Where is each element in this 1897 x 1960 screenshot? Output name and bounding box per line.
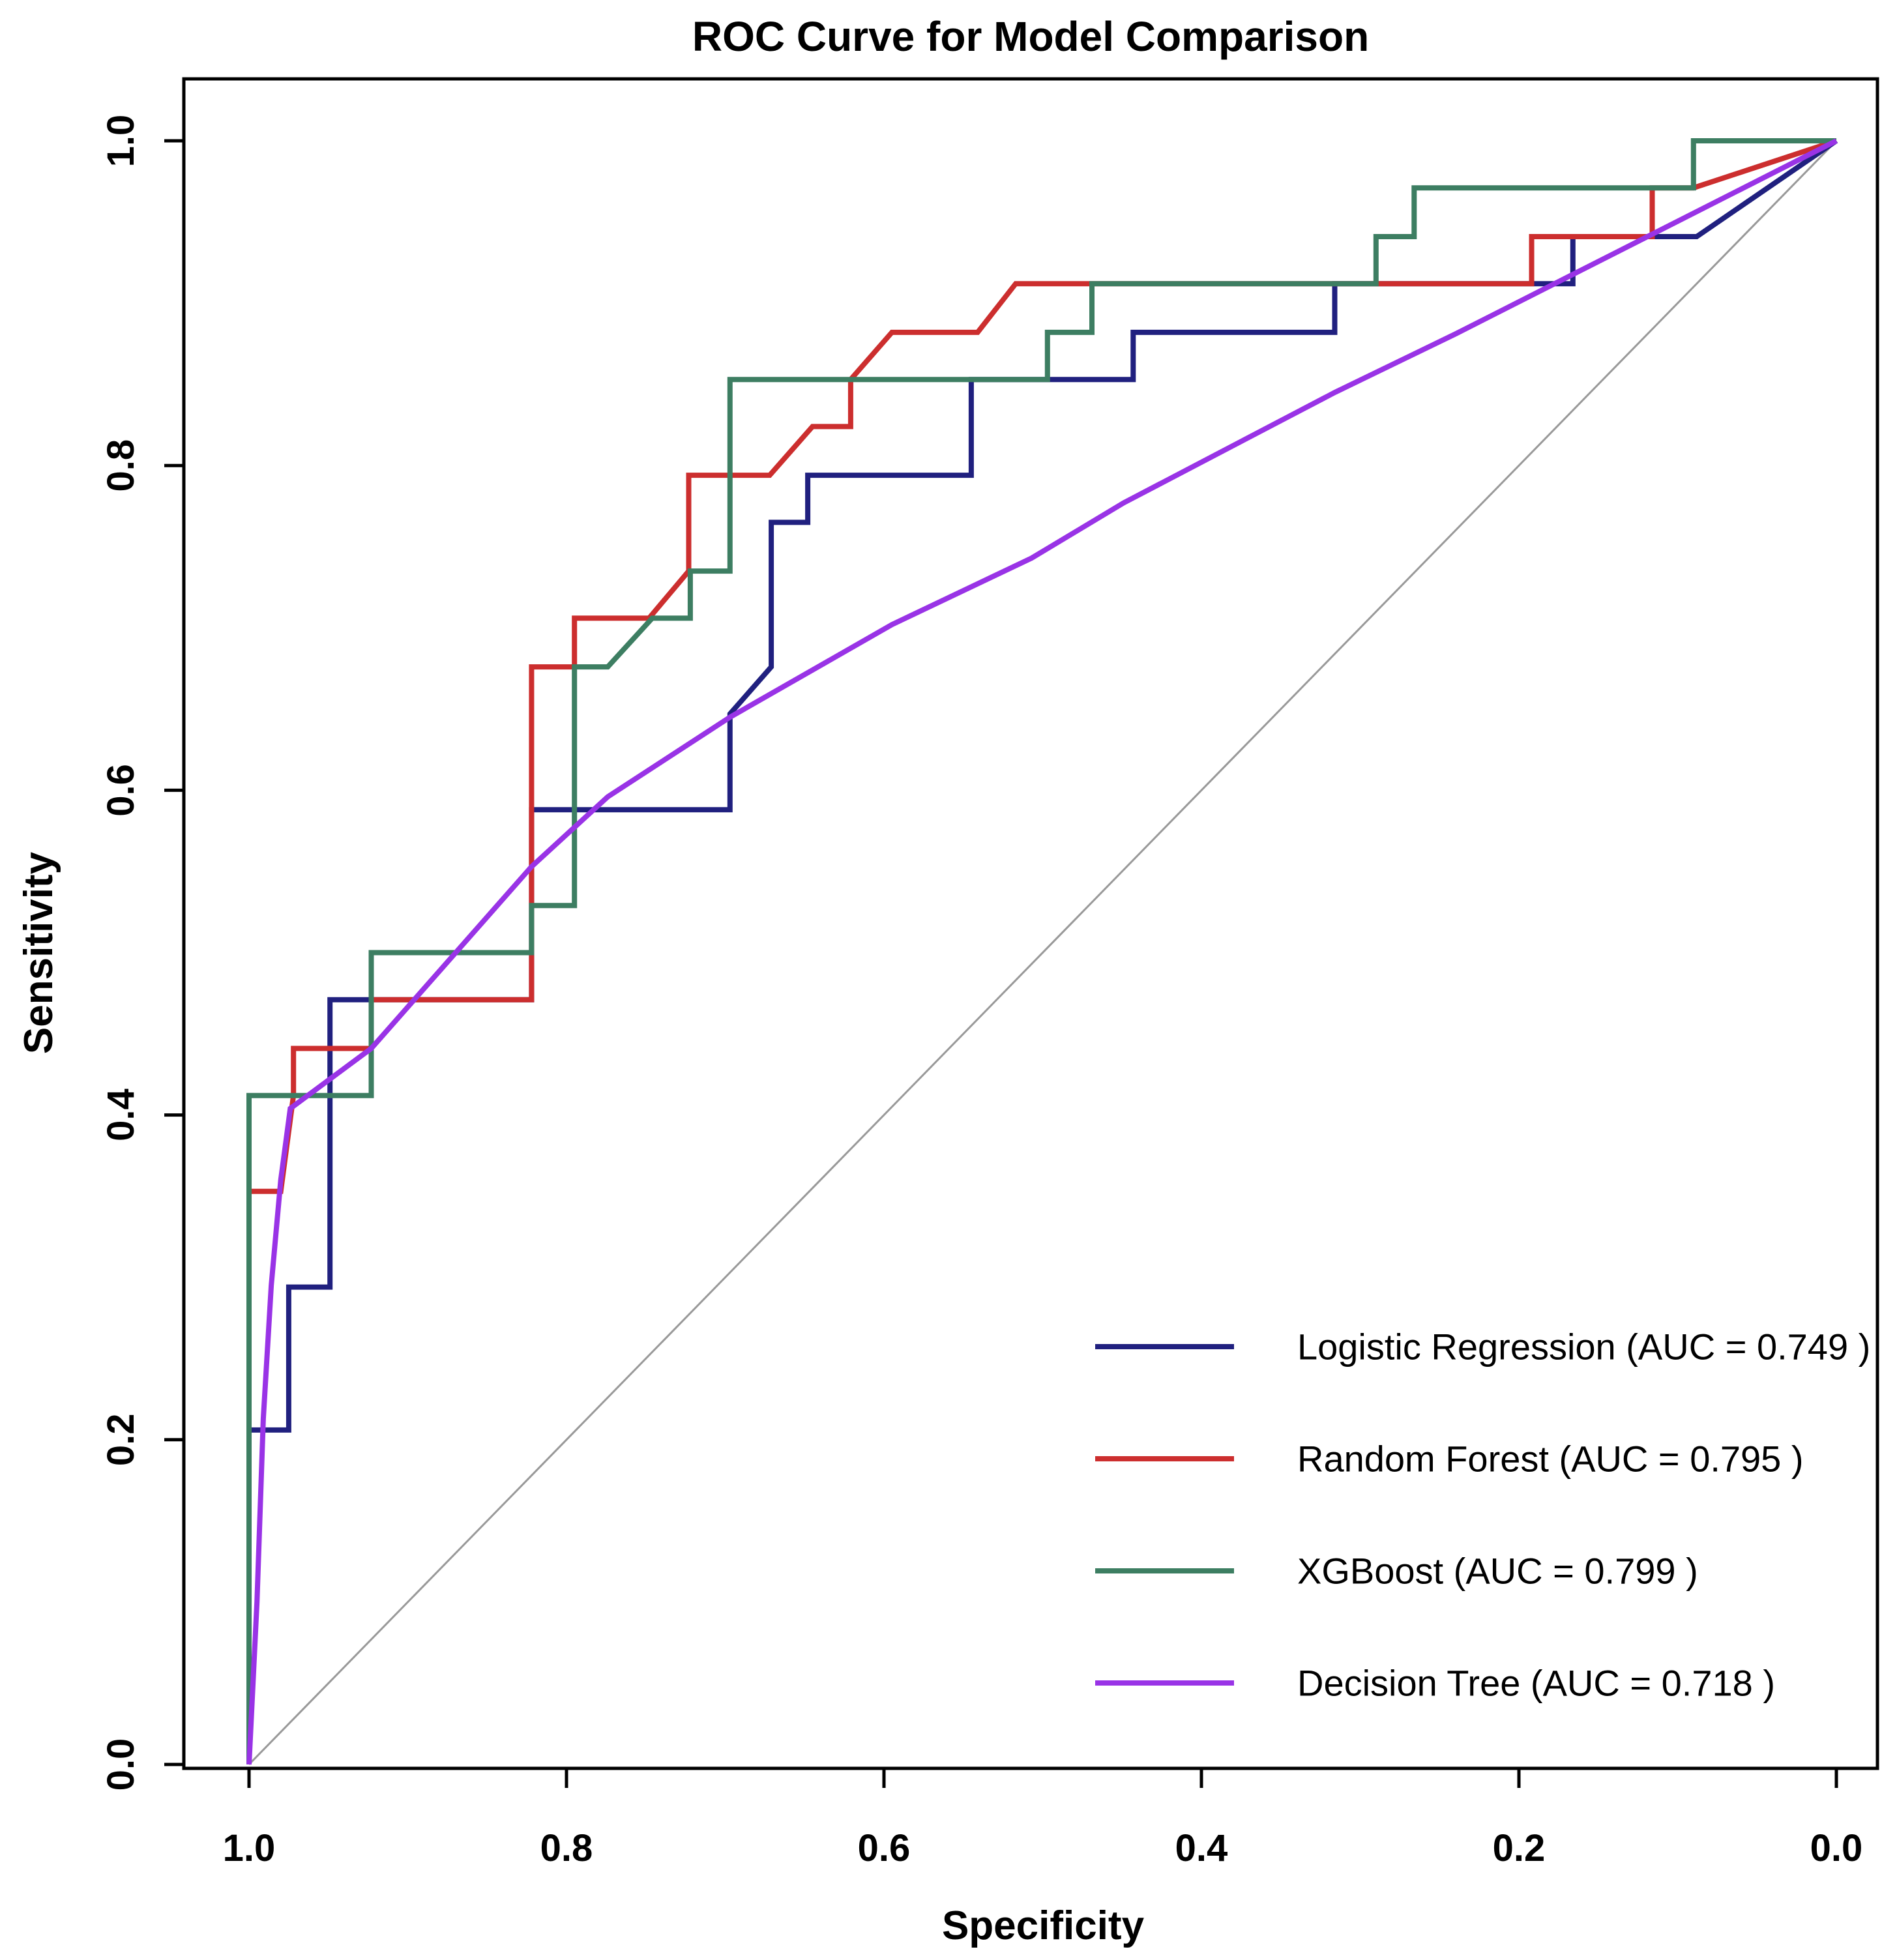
y-axis: 0.0 0.2 0.4 0.6 0.8 1.0 xyxy=(100,115,184,1791)
x-tick-label: 0.2 xyxy=(1493,1827,1546,1869)
x-tick-label: 0.8 xyxy=(540,1827,593,1869)
legend-label: Random Forest (AUC = 0.795 ) xyxy=(1297,1439,1804,1480)
y-tick-label: 0.8 xyxy=(100,439,142,492)
x-axis-title: Specificity xyxy=(942,1903,1145,1948)
x-tick-label: 0.0 xyxy=(1810,1827,1863,1869)
chance-diagonal xyxy=(248,139,1838,1766)
page-title: ROC Curve for Model Comparison xyxy=(692,13,1369,60)
legend-item: XGBoost (AUC = 0.799 ) xyxy=(1095,1551,1698,1592)
legend-item: Logistic Regression (AUC = 0.749 ) xyxy=(1095,1326,1870,1368)
x-tick-label: 0.4 xyxy=(1175,1827,1228,1869)
y-tick-label: 0.4 xyxy=(100,1089,142,1141)
legend-item: Decision Tree (AUC = 0.718 ) xyxy=(1095,1663,1775,1704)
roc-curve-decision-tree xyxy=(246,138,1838,1765)
plot-border xyxy=(182,77,1879,1770)
y-tick-label: 1.0 xyxy=(100,115,142,168)
roc-curve-xgboost xyxy=(246,138,1836,1764)
legend-item: Random Forest (AUC = 0.795 ) xyxy=(1095,1439,1804,1480)
chance-diagonal-group xyxy=(248,139,1838,1766)
y-tick-label: 0.6 xyxy=(100,764,142,817)
roc-curves xyxy=(246,138,1838,1765)
legend-label: XGBoost (AUC = 0.799 ) xyxy=(1297,1551,1698,1592)
y-tick-label: 0.2 xyxy=(100,1413,142,1466)
x-axis: 1.0 0.8 0.6 0.4 0.2 0.0 xyxy=(223,1768,1863,1869)
x-tick-label: 1.0 xyxy=(223,1827,276,1869)
legend-label: Decision Tree (AUC = 0.718 ) xyxy=(1297,1663,1775,1704)
y-axis-title: Sensitivity xyxy=(16,851,61,1054)
roc-curve-random-forest xyxy=(246,138,1838,1764)
y-tick-label: 0.0 xyxy=(100,1738,142,1791)
legend-label: Logistic Regression (AUC = 0.749 ) xyxy=(1297,1326,1870,1368)
legend: Logistic Regression (AUC = 0.749 ) Random… xyxy=(1095,1326,1870,1704)
x-tick-label: 0.6 xyxy=(858,1827,911,1869)
